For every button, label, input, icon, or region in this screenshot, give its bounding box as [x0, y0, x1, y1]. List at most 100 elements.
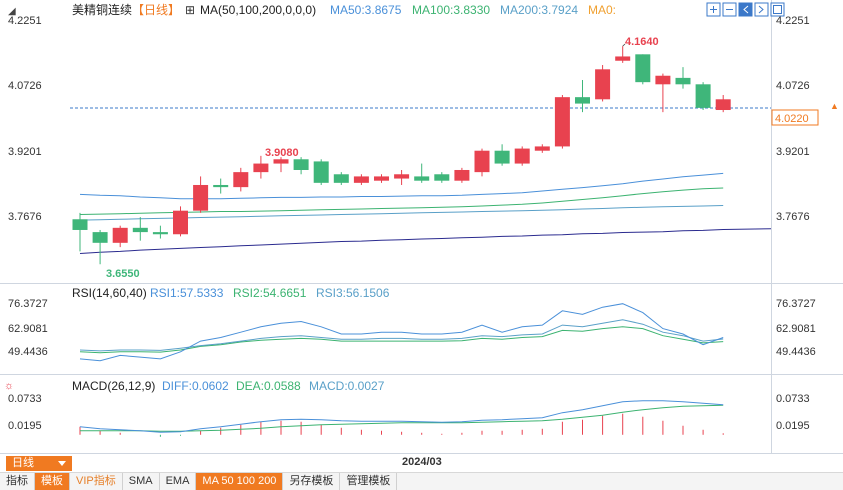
candle-body — [554, 97, 570, 147]
candle-body — [353, 176, 369, 183]
candle-body — [394, 174, 410, 179]
left-axis-label: 3.9201 — [8, 146, 42, 158]
candle-body — [112, 227, 128, 243]
left-axis-label: 4.0726 — [8, 80, 42, 92]
mid-price-label: 3.9080 — [265, 147, 299, 159]
ma100-line — [79, 187, 724, 215]
right-axis-label: 3.7676 — [776, 211, 810, 223]
scroll-left-icon[interactable] — [738, 2, 753, 17]
candle-body — [695, 84, 711, 108]
ma100-value: MA100:3.8330 — [412, 3, 490, 17]
price-marker-icon: ▲ — [830, 101, 839, 111]
candle-body — [575, 97, 590, 104]
right-axis-label: 62.9081 — [776, 323, 816, 335]
scroll-right-icon[interactable] — [754, 2, 769, 17]
period-tab[interactable]: 日线 — [6, 456, 72, 471]
right-axis-label: 0.0733 — [776, 393, 810, 405]
max-price-label: 4.1640 — [625, 36, 659, 48]
candle-body — [635, 54, 651, 83]
rsi2-line — [79, 326, 724, 354]
right-axis-label: 4.2251 — [776, 15, 810, 27]
toolbar — [706, 2, 785, 17]
candle-body — [374, 176, 389, 181]
sma-button[interactable]: SMA — [123, 473, 160, 490]
candle-body — [233, 172, 249, 188]
ma-label: MA(50,100,200,0,0,0) — [200, 3, 316, 17]
period-tag: 【日线】 — [132, 3, 180, 17]
candle-body — [615, 56, 631, 61]
right-axis-label: 76.3727 — [776, 298, 816, 310]
current-price-value: 4.0220 — [775, 113, 809, 125]
ma200-value: MA200:3.7924 — [500, 3, 578, 17]
macd-value: MACD:0.0027 — [309, 379, 385, 393]
candle-body — [715, 99, 731, 111]
ema-button[interactable]: EMA — [160, 473, 197, 490]
max-price-pointer — [622, 43, 626, 47]
long-ma-line — [79, 228, 772, 254]
menu-icon[interactable]: ◢ — [8, 6, 16, 17]
left-axis-label: 62.9081 — [8, 323, 48, 335]
candle-body — [72, 219, 88, 230]
candle-body — [213, 184, 229, 188]
indicator-gear-icon[interactable]: ☼ — [4, 380, 14, 392]
candle-body — [675, 77, 691, 85]
right-axis-label: 4.0726 — [776, 80, 810, 92]
instrument-name: 美精铜连续 — [72, 2, 132, 17]
candle-body — [313, 161, 329, 183]
candle-body — [474, 150, 490, 173]
left-axis-label: 0.0733 — [8, 393, 42, 405]
ma50-line — [79, 172, 724, 200]
left-axis-label: 3.7676 — [8, 211, 42, 223]
chart-canvas[interactable]: ◢ 美精铜连续 【日线】 ⊞ MA(50,100,200,0,0,0) MA50… — [0, 0, 843, 472]
dea-line — [80, 404, 724, 432]
dea-value: DEA:0.0588 — [236, 379, 301, 393]
candle-body — [273, 159, 289, 164]
right-axis-label: 49.4436 — [776, 346, 816, 358]
indicator-button[interactable]: 指标 — [0, 473, 35, 490]
scroll-right-glyph — [758, 5, 764, 14]
macd-label: MACD(26,12,9) — [72, 379, 155, 393]
candle-body — [132, 227, 148, 233]
fullscreen-icon[interactable] — [770, 2, 785, 17]
chart-marks: 4.1640 3.9080 3.6550 — [72, 36, 772, 437]
ma50-value: MA50:3.8675 — [330, 3, 402, 17]
left-axis-label: 49.4436 — [8, 346, 48, 358]
fullscreen-glyph — [773, 5, 782, 14]
diff-line — [79, 400, 724, 433]
ma0-value: MA0: — [588, 3, 616, 17]
candle-body — [494, 150, 510, 164]
candle-body — [434, 174, 450, 181]
min-price-label: 3.6550 — [106, 268, 140, 280]
candle-body — [253, 163, 269, 173]
rsi3-value: RSI3:56.1506 — [316, 286, 390, 300]
date-axis-label: 2024/03 — [402, 456, 442, 468]
candle-body — [193, 184, 209, 211]
rsi3-line — [79, 319, 724, 352]
manage-template-button[interactable]: 管理模板 — [340, 473, 398, 490]
chevron-down-icon — [58, 461, 66, 466]
candle-body — [414, 176, 430, 181]
rsi2-value: RSI2:54.6651 — [233, 286, 307, 300]
candle-body — [92, 232, 108, 243]
template-button[interactable]: 模板 — [35, 473, 70, 490]
candle-body — [173, 210, 188, 235]
diff-value: DIFF:0.0602 — [162, 379, 229, 393]
candle-body — [293, 159, 309, 170]
candle-body — [152, 232, 168, 235]
left-axis-label: 0.0195 — [8, 420, 42, 432]
rsi-label: RSI(14,60,40) — [72, 286, 147, 300]
left-axis-label: 4.2251 — [8, 15, 42, 27]
candle-body — [655, 75, 671, 85]
right-axis-label: 3.9201 — [776, 146, 810, 158]
ma-preset-button[interactable]: MA 50 100 200 — [196, 473, 284, 490]
save-template-button[interactable]: 另存模板 — [283, 473, 341, 490]
ma-settings-icon[interactable]: ⊞ — [185, 3, 195, 17]
current-price-tag — [771, 109, 819, 126]
rsi1-line — [79, 303, 724, 362]
period-tab-label: 日线 — [12, 457, 34, 469]
left-axis-label: 76.3727 — [8, 298, 48, 310]
rsi1-value: RSI1:57.5333 — [150, 286, 224, 300]
right-axis-label: 0.0195 — [776, 420, 810, 432]
vip-indicator-button[interactable]: VIP指标 — [70, 473, 123, 490]
candle-body — [514, 148, 530, 164]
